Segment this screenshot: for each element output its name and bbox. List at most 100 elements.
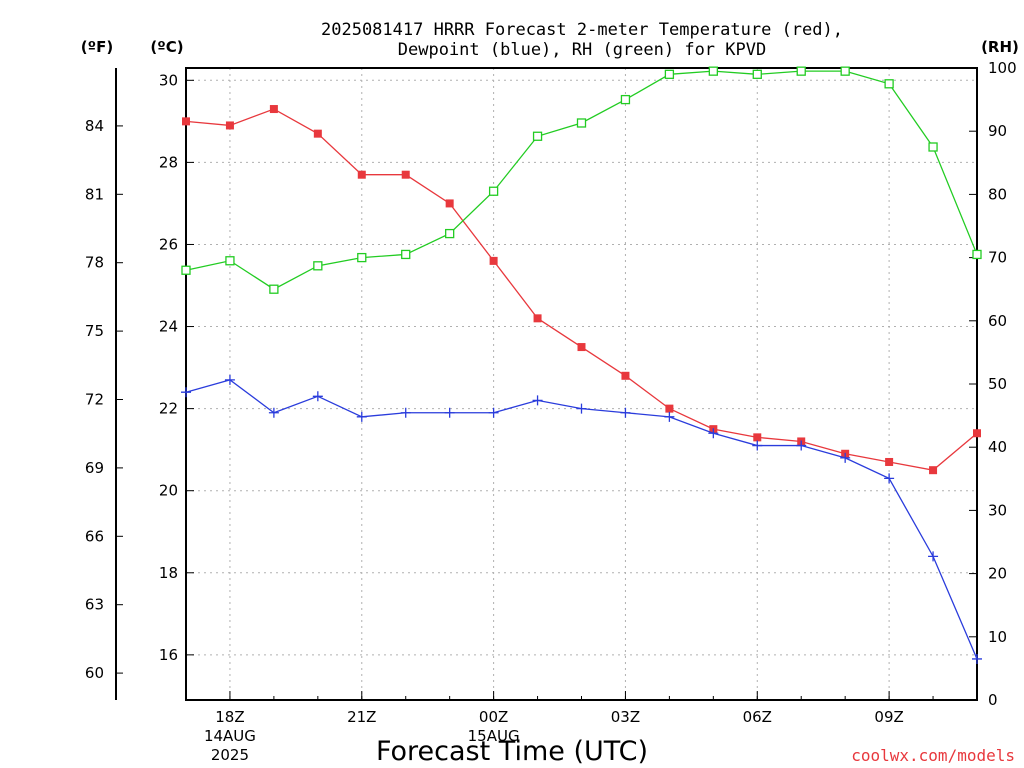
dewpoint-line (185, 379, 978, 660)
dewpoint-point (796, 440, 807, 451)
rh-point (576, 118, 587, 128)
dewpoint-point (181, 387, 191, 398)
rh-tick-label: 20 (988, 565, 1007, 583)
rh-point (445, 228, 455, 239)
x-tick-label: 18Z (215, 708, 244, 726)
rh-point (664, 69, 675, 79)
celsius-tick-label: 24 (159, 318, 178, 336)
dewpoint-point (928, 551, 939, 562)
rh-point (225, 256, 235, 266)
x-tick-label: 00Z (479, 708, 508, 726)
fahrenheit-tick-label: 63 (85, 596, 104, 614)
rh-point (532, 131, 543, 141)
dewpoint-point (444, 407, 455, 418)
chart-title-line2: Dewpoint (blue), RH (green) for KPVD (398, 40, 766, 60)
x-axis-label: Forecast Time (UTC) (376, 736, 648, 767)
dewpoint-point (356, 411, 367, 422)
rh-tick-label: 100 (988, 59, 1017, 77)
rh-point (488, 186, 499, 196)
rh-axis-label: (RH) (981, 38, 1019, 56)
rh-tick-label: 10 (988, 628, 1007, 646)
celsius-tick-label: 22 (159, 400, 178, 418)
dewpoint-point (752, 440, 763, 451)
celsius-tick-label: 18 (159, 564, 178, 582)
temperature-point (533, 314, 542, 323)
x-tick-label: 21Z (347, 708, 376, 726)
dewpoint-point (488, 407, 499, 418)
temperature-point (182, 117, 190, 126)
rh-tick-label: 40 (988, 438, 1007, 456)
celsius-tick-label: 26 (159, 235, 178, 253)
temperature-point (621, 371, 630, 380)
celsius-axis-label: (ºC) (150, 38, 183, 56)
dewpoint-point (664, 411, 675, 422)
temperature-point (929, 466, 938, 475)
dewpoint-point (224, 374, 235, 385)
dewpoint-point (620, 407, 631, 418)
rh-point (752, 69, 762, 79)
x-tick-label: 03Z (611, 708, 640, 726)
x-tick-date: 14AUG (204, 727, 256, 745)
dewpoint-point (532, 395, 543, 406)
rh-point (401, 249, 411, 260)
temperature-point (973, 429, 981, 438)
temperature-line (185, 108, 978, 471)
rh-point (884, 79, 894, 89)
dewpoint-point (576, 403, 587, 414)
axes: 16 18 20 22 24 26 28 30 60 63 66 69 72 75 78 81 84 0 10 20 3… (85, 59, 1017, 764)
fahrenheit-tick-label: 69 (85, 459, 104, 477)
dewpoint-point (400, 407, 411, 418)
temperature-point (313, 129, 322, 138)
rh-point (796, 66, 806, 76)
celsius-tick-label: 30 (159, 71, 178, 89)
chart-title-line1: 2025081417 HRRR Forecast 2-meter Tempera… (321, 20, 843, 40)
rh-point (357, 252, 367, 263)
temperature-point (445, 199, 454, 208)
temperature-point (357, 170, 366, 179)
celsius-tick-label: 16 (159, 646, 178, 664)
fahrenheit-tick-label: 75 (85, 322, 104, 340)
rh-point (269, 284, 279, 294)
series-layer (181, 66, 982, 664)
rh-point (972, 249, 982, 260)
dewpoint-point (840, 452, 851, 463)
fahrenheit-tick-label: 72 (85, 391, 104, 409)
rh-point (620, 94, 631, 105)
temperature-point (753, 433, 762, 442)
dewpoint-point (884, 473, 895, 484)
fahrenheit-axis-label: (ºF) (81, 38, 113, 56)
temperature-point (225, 121, 234, 130)
dewpoint-point (312, 391, 323, 402)
dewpoint-point (708, 428, 719, 439)
temperature-point (489, 256, 498, 265)
dewpoint-point (972, 653, 982, 664)
rh-line (185, 70, 978, 290)
temperature-point (577, 343, 586, 352)
temperature-point (665, 404, 674, 413)
x-tick-year: 2025 (211, 746, 249, 764)
rh-tick-label: 70 (988, 249, 1007, 267)
fahrenheit-tick-label: 81 (85, 185, 104, 203)
rh-point (181, 265, 191, 275)
temperature-point (269, 105, 278, 114)
x-tick-label: 06Z (743, 708, 772, 726)
temperature-point (401, 170, 410, 179)
celsius-tick-label: 20 (159, 482, 178, 500)
rh-point (840, 66, 850, 76)
rh-tick-label: 60 (988, 312, 1007, 330)
rh-point (708, 66, 718, 76)
x-tick-label: 09Z (874, 708, 903, 726)
dewpoint-point (268, 407, 279, 418)
celsius-tick-label: 28 (159, 153, 178, 171)
rh-tick-label: 30 (988, 501, 1007, 519)
fahrenheit-tick-label: 84 (85, 117, 104, 135)
temperature-point (885, 457, 894, 466)
x-tick-date: 15AUG (468, 727, 520, 745)
credit-text: coolwx.com/models (851, 746, 1015, 765)
rh-tick-label: 50 (988, 375, 1007, 393)
fahrenheit-tick-label: 60 (85, 664, 104, 682)
grid-lines (186, 68, 977, 700)
fahrenheit-tick-label: 66 (85, 527, 104, 545)
rh-tick-label: 90 (988, 122, 1007, 140)
